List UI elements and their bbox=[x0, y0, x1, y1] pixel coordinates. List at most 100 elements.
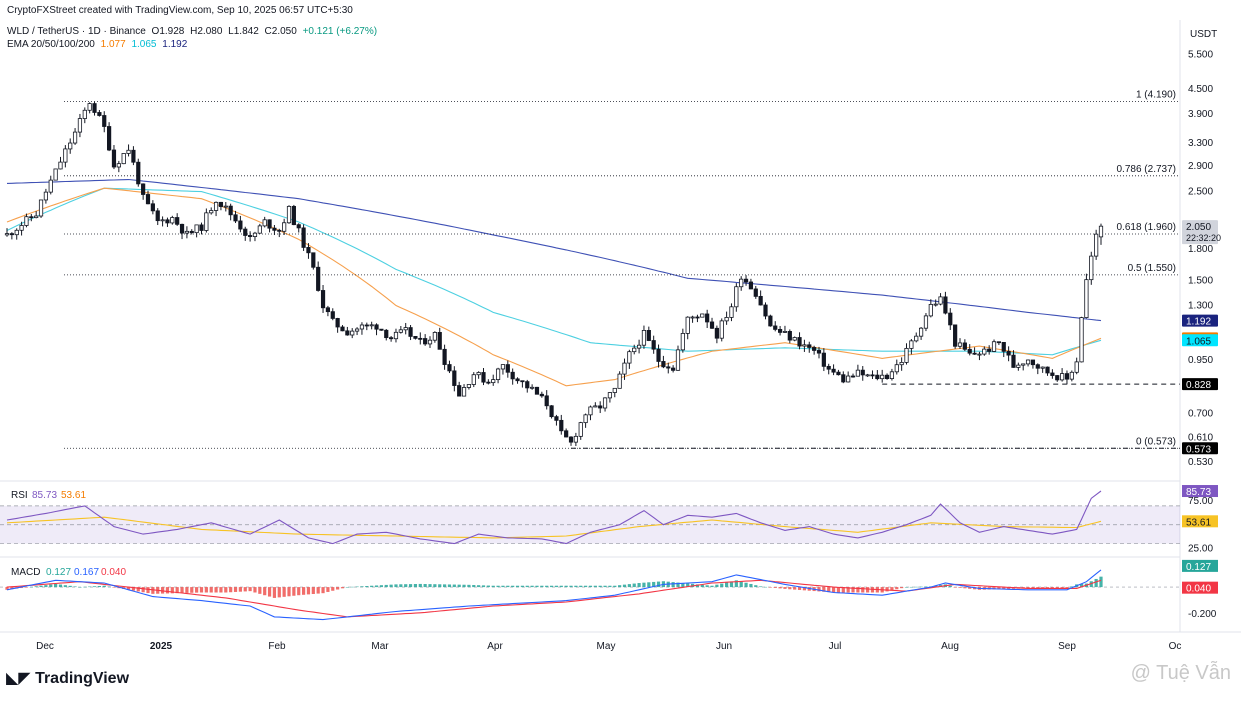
rsi-title: RSI bbox=[11, 490, 28, 501]
candle-body bbox=[632, 347, 637, 353]
macd-histogram-bar bbox=[866, 587, 870, 593]
candle-body bbox=[894, 364, 899, 373]
candle-body bbox=[267, 219, 272, 229]
symbol-name[interactable]: WLD / TetherUS · 1D · Binance bbox=[7, 26, 146, 37]
candle-body bbox=[97, 112, 102, 116]
candle-body bbox=[797, 337, 802, 347]
macd-tag-value: 0.040 bbox=[1186, 584, 1211, 595]
candle-body bbox=[1006, 350, 1011, 356]
candle-body bbox=[452, 370, 457, 386]
candle-body bbox=[656, 348, 661, 362]
macd-histogram-bar bbox=[1079, 583, 1084, 588]
macd-histogram-bar bbox=[345, 587, 349, 588]
macd-histogram-bar bbox=[78, 587, 82, 588]
macd-histogram-bar bbox=[511, 585, 515, 588]
candle-body bbox=[826, 365, 831, 370]
price-axis[interactable]: USDT 5.500 4.500 3.900 3.300 2.900 2.500 1.800 1… bbox=[1182, 29, 1221, 620]
macd-histogram-bar bbox=[642, 582, 646, 588]
macd-histogram-bar bbox=[5, 587, 9, 590]
tradingview-logo[interactable]: ◣◤ TradingView bbox=[6, 668, 129, 688]
candle-body bbox=[471, 374, 476, 385]
price-tick-label: 5.500 bbox=[1188, 49, 1213, 60]
macd-histogram-bar bbox=[58, 584, 63, 588]
macd-histogram-bar bbox=[83, 586, 87, 588]
macd-histogram-bar bbox=[778, 587, 782, 589]
macd-histogram-bar bbox=[1036, 587, 1040, 589]
macd-histogram-bar bbox=[39, 585, 43, 588]
candle-body bbox=[865, 374, 870, 377]
symbol-legend: WLD / TetherUS · 1D · Binance O1.928 H2.… bbox=[7, 26, 380, 37]
candle-body bbox=[204, 212, 209, 231]
candle-body bbox=[408, 327, 413, 337]
price-tick-label: 1.300 bbox=[1188, 301, 1213, 312]
macd-histogram-bar bbox=[904, 587, 909, 588]
candle-body bbox=[223, 205, 228, 208]
macd-histogram-bar bbox=[900, 587, 904, 589]
ema-legend[interactable]: EMA 20/50/100/200 1.077 1.065 1.192 bbox=[7, 39, 190, 50]
candle-body bbox=[734, 286, 739, 308]
candle-body bbox=[126, 149, 131, 154]
fib-level-label: 0.5 (1.550) bbox=[1128, 263, 1176, 274]
candle-body bbox=[821, 352, 826, 367]
candle-body bbox=[209, 210, 214, 214]
candle-body bbox=[583, 414, 588, 424]
candle-body bbox=[782, 331, 788, 333]
macd-histogram-bar bbox=[394, 584, 398, 588]
macd-histogram-bar bbox=[958, 587, 962, 588]
candle-body bbox=[889, 371, 895, 379]
price-tick-label: 2.900 bbox=[1188, 161, 1213, 172]
price-tag-value: 0.573 bbox=[1186, 444, 1211, 455]
macd-tag-value: 0.127 bbox=[1186, 562, 1211, 573]
candle-body bbox=[1079, 317, 1084, 363]
macd-histogram-bar bbox=[535, 585, 539, 588]
candle-body bbox=[1089, 255, 1094, 281]
candle-body bbox=[320, 290, 326, 309]
price-tick-label: 3.900 bbox=[1188, 109, 1213, 120]
macd-histogram-bar bbox=[399, 584, 403, 588]
candle-body bbox=[1016, 364, 1021, 368]
candle-body bbox=[82, 109, 87, 119]
macd-histogram-bar bbox=[885, 587, 889, 592]
candle-body bbox=[1050, 372, 1055, 376]
candle-body bbox=[918, 327, 924, 337]
macd-histogram-bar bbox=[559, 585, 563, 588]
macd-histogram-bar bbox=[968, 587, 972, 589]
macd-histogram-bar bbox=[632, 583, 636, 588]
candle-body bbox=[136, 161, 141, 185]
candle-body bbox=[627, 351, 632, 364]
watermark: @ Tuệ Vẫn bbox=[1130, 662, 1231, 684]
time-axis[interactable]: Dec 2025 Feb Mar Apr May Jun Jul Aug Sep Oc bbox=[36, 641, 1181, 652]
candle-body bbox=[909, 340, 914, 349]
macd-histogram-bar bbox=[622, 584, 627, 588]
candle-body bbox=[248, 235, 253, 237]
price-tick-label: 0.950 bbox=[1188, 355, 1213, 366]
macd-histogram-bar bbox=[151, 587, 155, 594]
macd-histogram-bar bbox=[647, 582, 651, 588]
rsi-ma-tag-bg bbox=[1182, 515, 1218, 528]
rsi-tag-bg bbox=[1182, 485, 1218, 498]
candle-body bbox=[607, 392, 613, 399]
macd-histogram-bar bbox=[370, 585, 374, 588]
macd-histogram-bar bbox=[365, 586, 369, 588]
price-tick-label: 0.700 bbox=[1188, 408, 1213, 419]
macd-histogram-bar bbox=[554, 585, 559, 588]
rsi-line bbox=[6, 490, 1102, 545]
candle-body bbox=[160, 219, 165, 222]
candle-body bbox=[476, 372, 481, 376]
candle-body bbox=[549, 405, 554, 418]
macd-histogram-bar bbox=[112, 587, 116, 588]
macd-histogram-bar bbox=[467, 584, 471, 588]
macd-histogram-bar bbox=[418, 583, 422, 588]
macd-histogram-bar bbox=[579, 585, 583, 588]
fib-level-label: 1 (4.190) bbox=[1136, 90, 1176, 101]
candle-body bbox=[977, 353, 982, 356]
candle-body bbox=[403, 327, 408, 331]
candle-body bbox=[218, 201, 224, 207]
price-tag-bg bbox=[1182, 442, 1218, 455]
macd-histogram-bar bbox=[326, 587, 330, 592]
candle-body bbox=[957, 342, 963, 347]
candle-body bbox=[884, 374, 890, 379]
ema200-line bbox=[6, 178, 1102, 322]
candle-body bbox=[243, 228, 248, 236]
